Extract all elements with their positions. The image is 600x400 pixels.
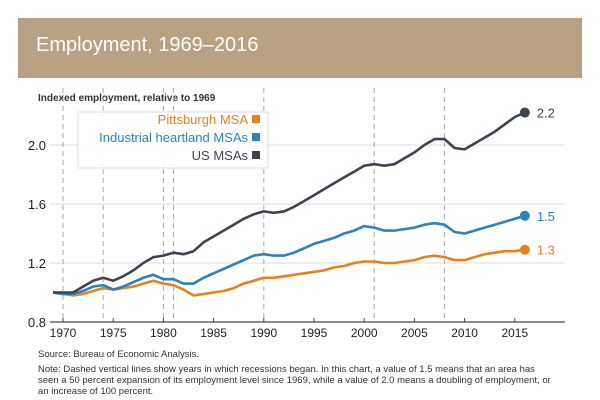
- x-tick-label: 1990: [250, 326, 277, 340]
- note-text: Note: Dashed vertical lines show years i…: [38, 364, 551, 397]
- legend-swatch: [252, 133, 260, 141]
- legend-box: [77, 111, 269, 169]
- y-tick-label: 1.6: [28, 197, 46, 212]
- series-end-label: 1.5: [537, 209, 555, 224]
- x-tick-label: 1970: [50, 326, 77, 340]
- x-tick-label: 2005: [401, 326, 428, 340]
- chart-title: Employment, 1969–2016: [36, 34, 259, 56]
- x-tick-label: 2000: [351, 326, 378, 340]
- legend-swatch: [252, 115, 260, 123]
- source-text: Source: Bureau of Economic Analysis.: [38, 349, 200, 360]
- title-banner: Employment, 1969–2016: [18, 18, 582, 78]
- x-tick-label: 2010: [451, 326, 478, 340]
- y-tick-label: 0.8: [28, 315, 46, 330]
- series-end-marker: [519, 107, 530, 118]
- x-tick-label: 1975: [100, 326, 127, 340]
- series-line-0: [52, 248, 525, 297]
- series-line-1: [52, 214, 526, 296]
- legend-label: Industrial heartland MSAs: [99, 130, 248, 145]
- y-axis-label: Indexed employment, relative to 1969: [38, 93, 216, 104]
- legend-swatch: [252, 151, 260, 159]
- series-end-label: 2.2: [537, 106, 555, 121]
- x-tick-label: 1985: [200, 326, 227, 340]
- y-tick-label: 2.0: [28, 138, 46, 153]
- series-end-marker: [519, 210, 530, 221]
- series-end-label: 1.3: [537, 243, 555, 258]
- legend-label: US MSAs: [192, 148, 249, 163]
- series-line-2: [53, 111, 526, 294]
- x-tick-label: 2015: [501, 326, 528, 340]
- legend-label: Pittsburgh MSA: [158, 112, 249, 127]
- x-tick-label: 1995: [301, 326, 328, 340]
- x-tick-label: 1980: [150, 326, 177, 340]
- y-tick-label: 1.2: [28, 256, 46, 271]
- series-end-marker: [519, 244, 530, 255]
